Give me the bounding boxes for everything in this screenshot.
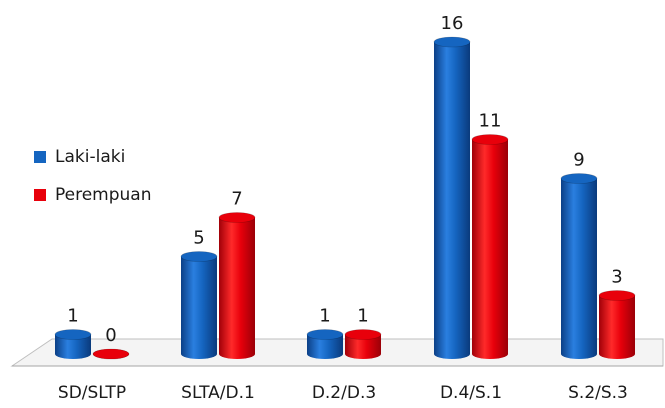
x-tick-label-sd-sltp: SD/SLTP <box>58 383 126 403</box>
legend-label-perempuan: Perempuan <box>55 185 152 205</box>
bar-laki-laki-sd-sltp <box>54 329 92 359</box>
bar-laki-laki-s-2-s-3-top <box>560 173 598 184</box>
bar-perempuan-s-2-s-3 <box>598 290 636 359</box>
bar-laki-laki-slta-d-1-top <box>180 251 218 262</box>
x-tick-label-slta-d-1: SLTA/D.1 <box>181 383 255 403</box>
x-tick-label-d-2-d-3: D.2/D.3 <box>312 383 376 403</box>
bar-laki-laki-s-2-s-3-body <box>561 178 597 354</box>
data-label-perempuan-sd-sltp: 0 <box>105 325 116 346</box>
bar-laki-laki-d-2-d-3-top <box>306 329 344 340</box>
data-label-laki-laki-slta-d-1: 5 <box>193 228 204 249</box>
bar-laki-laki-d-4-s-1 <box>433 36 471 359</box>
legend-item-perempuan: Perempuan <box>34 184 152 206</box>
data-label-laki-laki-d-2-d-3: 1 <box>319 306 330 327</box>
bars-group <box>54 36 636 360</box>
bar-laki-laki-s-2-s-3 <box>560 173 598 359</box>
bar-laki-laki-d-2-d-3-body <box>307 334 343 354</box>
bar-perempuan-slta-d-1-body <box>219 217 255 354</box>
data-label-perempuan-d-4-s-1: 11 <box>479 111 502 132</box>
legend: Laki-laki Perempuan <box>34 146 152 222</box>
x-tick-label-s-2-s-3: S.2/S.3 <box>568 383 628 403</box>
data-label-perempuan-s-2-s-3: 3 <box>611 267 622 288</box>
bar-perempuan-d-2-d-3-top <box>344 329 382 340</box>
legend-label-laki-laki: Laki-laki <box>55 147 126 167</box>
data-label-laki-laki-sd-sltp: 1 <box>67 306 78 327</box>
bar-perempuan-s-2-s-3-top <box>598 290 636 301</box>
bar-perempuan-d-4-s-1 <box>471 134 509 359</box>
bar-perempuan-s-2-s-3-body <box>599 295 635 354</box>
bar-laki-laki-d-4-s-1-top <box>433 36 471 48</box>
bar-perempuan-sd-sltp <box>92 348 130 360</box>
bar-laki-laki-d-4-s-1-body <box>434 42 470 354</box>
bar-laki-laki-slta-d-1 <box>180 251 218 359</box>
bar-perempuan-d-4-s-1-top <box>471 134 509 145</box>
data-label-perempuan-d-2-d-3: 1 <box>357 306 368 327</box>
bar-laki-laki-d-2-d-3 <box>306 329 344 359</box>
bar-perempuan-d-4-s-1-body <box>472 139 508 354</box>
bar-perempuan-d-2-d-3-body <box>345 334 381 354</box>
legend-swatch-perempuan <box>34 189 46 201</box>
bar-laki-laki-sd-sltp-body <box>55 334 91 354</box>
legend-swatch-laki-laki <box>34 151 46 163</box>
data-label-laki-laki-d-4-s-1: 16 <box>441 13 464 34</box>
bar-perempuan-sd-sltp-top <box>92 348 130 360</box>
bar-laki-laki-slta-d-1-body <box>181 256 217 354</box>
bar-perempuan-slta-d-1-top <box>218 212 256 223</box>
bar-perempuan-slta-d-1 <box>218 212 256 359</box>
legend-item-laki-laki: Laki-laki <box>34 146 152 168</box>
data-label-laki-laki-s-2-s-3: 9 <box>573 150 584 171</box>
data-label-perempuan-slta-d-1: 7 <box>231 189 242 210</box>
x-tick-labels-group: SD/SLTP SLTA/D.1 D.2/D.3 D.4/S.1 S.2/S.3 <box>58 383 628 403</box>
bar-perempuan-d-2-d-3 <box>344 329 382 359</box>
bar-laki-laki-sd-sltp-top <box>54 329 92 340</box>
x-tick-label-d-4-s-1: D.4/S.1 <box>440 383 502 403</box>
